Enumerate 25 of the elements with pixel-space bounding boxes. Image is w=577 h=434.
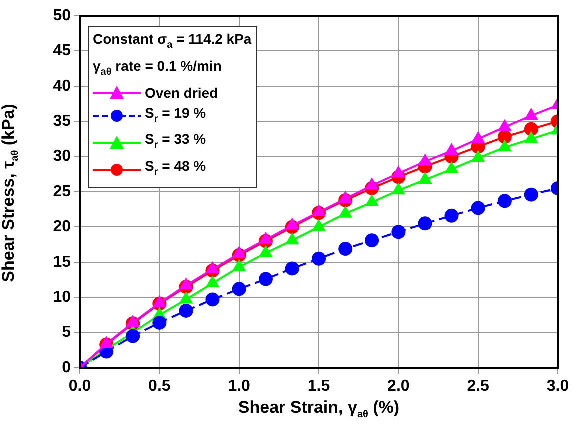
y-tick-label: 40 bbox=[53, 78, 72, 95]
x-tick-label: 0.5 bbox=[148, 378, 171, 396]
x-tick-label: 2.0 bbox=[388, 378, 410, 396]
legend-label: S$_{r}$ = 33 % bbox=[145, 130, 206, 154]
y-tick-label: 0 bbox=[62, 359, 72, 376]
y-tick-label: 10 bbox=[53, 289, 72, 306]
annotation: γ$_{aθ}$ rate = 0.1 %/min bbox=[93, 56, 223, 80]
annotation: Constant σ$_{a}$ = 114.2 kPa bbox=[93, 30, 252, 53]
y-tick-label: 30 bbox=[53, 148, 72, 166]
y-tick-label: 5 bbox=[62, 324, 72, 342]
x-tick-label: 2.5 bbox=[467, 378, 490, 396]
y-tick-label: 45 bbox=[53, 42, 72, 60]
legend-label: Oven dried bbox=[145, 84, 218, 103]
x-tick-label: 1.5 bbox=[308, 378, 330, 396]
y-tick-label: 25 bbox=[53, 183, 72, 200]
x-tick-label: 1.0 bbox=[228, 378, 251, 396]
legend-label: S$_{r}$ = 48 % bbox=[145, 157, 206, 180]
legend-label: S$_{r}$ = 19 % bbox=[145, 104, 206, 126]
y-tick-label: 50 bbox=[53, 7, 72, 24]
y-tick-label: 15 bbox=[53, 254, 72, 271]
y-tick-label: 35 bbox=[53, 113, 72, 130]
x-tick-label: 3.0 bbox=[546, 378, 570, 396]
x-axis-title: Shear Strain, γ$_{aθ}$ (%) bbox=[237, 398, 401, 420]
y-tick-label: 20 bbox=[53, 218, 72, 236]
x-tick-label: 0.0 bbox=[68, 378, 92, 396]
